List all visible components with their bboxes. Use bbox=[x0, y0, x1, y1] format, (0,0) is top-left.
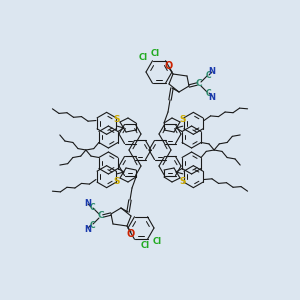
Text: C: C bbox=[205, 88, 211, 98]
Text: C: C bbox=[98, 212, 104, 220]
Text: S: S bbox=[180, 176, 186, 185]
Text: Cl: Cl bbox=[140, 242, 150, 250]
Text: S: S bbox=[180, 116, 186, 124]
Text: C: C bbox=[89, 220, 95, 230]
Text: C: C bbox=[196, 80, 202, 88]
Text: Cl: Cl bbox=[152, 238, 162, 247]
Text: Cl: Cl bbox=[138, 53, 148, 62]
Text: O: O bbox=[127, 229, 135, 239]
Text: N: N bbox=[85, 199, 92, 208]
Text: N: N bbox=[85, 224, 92, 233]
Text: O: O bbox=[165, 61, 173, 71]
Text: N: N bbox=[208, 92, 215, 101]
Text: S: S bbox=[114, 116, 120, 124]
Text: N: N bbox=[208, 67, 215, 76]
Text: Cl: Cl bbox=[150, 50, 160, 58]
Text: S: S bbox=[114, 176, 120, 185]
Text: C: C bbox=[205, 70, 211, 80]
Text: C: C bbox=[89, 202, 95, 211]
